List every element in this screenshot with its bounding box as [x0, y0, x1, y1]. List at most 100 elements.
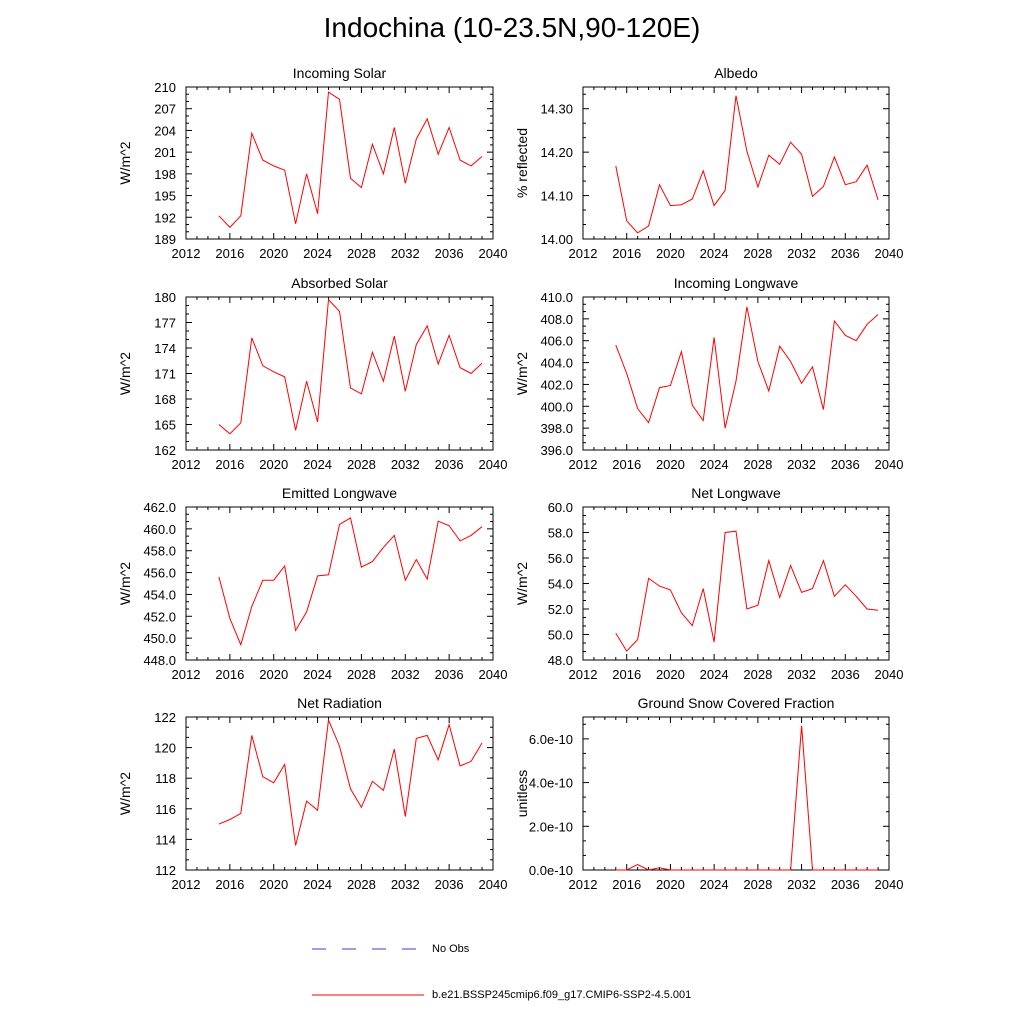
y-axis-label: W/m^2: [117, 141, 133, 184]
y-tick-label: 189: [154, 232, 176, 247]
x-tick-label: 2040: [479, 457, 508, 472]
y-tick-label: 60.0: [548, 500, 573, 515]
x-tick-label: 2016: [215, 246, 244, 261]
y-tick-label: 195: [154, 189, 176, 204]
series-line: [218, 718, 483, 846]
panel-title: Ground Snow Covered Fraction: [638, 695, 835, 711]
x-tick-label: 2012: [569, 667, 598, 682]
panel-title: Net Longwave: [691, 485, 781, 501]
panel-title: Net Radiation: [297, 695, 382, 711]
panel-albedo: 2012 2016 2020 2024 2028 2032 2036 2040 14.00 14.…: [514, 65, 903, 261]
x-tick-label: 2020: [656, 667, 685, 682]
x-tick-label: 2040: [479, 246, 508, 261]
x-tick-label: 2036: [435, 667, 464, 682]
panel-ground-snow-covered-fraction: 2012 2016 2020 2024 2028 2032 2036 2040 0.0e-10 2…: [514, 695, 903, 892]
y-tick-label: 456.0: [143, 566, 176, 581]
x-tick-label: 2016: [612, 457, 641, 472]
series-line: [615, 725, 879, 871]
y-tick-label: 400.0: [540, 399, 573, 414]
y-tick-label: 462.0: [143, 500, 176, 515]
x-tick-label: 2016: [215, 457, 244, 472]
x-tick-label: 2032: [787, 246, 816, 261]
y-tick-label: 410.0: [540, 290, 573, 305]
y-axis-label: W/m^2: [117, 562, 133, 605]
x-tick-label: 2012: [569, 457, 598, 472]
y-tick-label: 460.0: [143, 522, 176, 537]
y-tick-label: 408.0: [540, 312, 573, 327]
y-tick-label: 114: [155, 832, 176, 847]
panel-title: Emitted Longwave: [282, 485, 397, 501]
panel-title: Absorbed Solar: [291, 275, 388, 291]
y-tick-label: 207: [154, 102, 176, 117]
y-axis-label: W/m^2: [514, 562, 530, 605]
y-tick-label: 48.0: [548, 653, 573, 668]
y-tick-label: 402.0: [540, 377, 573, 392]
x-tick-label: 2016: [215, 877, 244, 892]
y-tick-label: 204: [154, 123, 176, 138]
x-tick-label: 2036: [435, 457, 464, 472]
series-line: [615, 95, 879, 234]
x-tick-label: 2020: [259, 877, 288, 892]
x-tick-label: 2036: [831, 667, 860, 682]
series-line: [218, 91, 483, 229]
x-tick-label: 2032: [391, 246, 420, 261]
x-tick-label: 2016: [215, 667, 244, 682]
x-tick-label: 2040: [875, 457, 904, 472]
x-tick-label: 2028: [743, 246, 772, 261]
x-tick-label: 2028: [743, 457, 772, 472]
x-tick-label: 2024: [700, 877, 729, 892]
x-tick-label: 2032: [391, 877, 420, 892]
x-tick-label: 2040: [875, 667, 904, 682]
x-tick-label: 2040: [479, 877, 508, 892]
x-tick-label: 2028: [743, 877, 772, 892]
x-tick-label: 2016: [612, 667, 641, 682]
legend-label-model: b.e21.BSSP245cmip6.f09_g17.CMIP6-SSP2-4.…: [432, 989, 692, 1001]
x-tick-label: 2036: [831, 457, 860, 472]
y-tick-label: 122: [154, 710, 176, 725]
series-line: [218, 298, 483, 435]
y-tick-label: 50.0: [548, 628, 573, 643]
y-tick-label: 56.0: [548, 551, 573, 566]
y-tick-label: 174: [154, 341, 176, 356]
x-tick-label: 2028: [347, 246, 376, 261]
x-tick-label: 2020: [259, 667, 288, 682]
y-tick-label: 112: [155, 863, 176, 878]
x-tick-label: 2024: [303, 877, 332, 892]
y-tick-label: 14.30: [540, 102, 573, 117]
y-tick-label: 201: [154, 145, 176, 160]
y-tick-label: 180: [154, 290, 176, 305]
y-tick-label: 406.0: [540, 334, 573, 349]
main-title: Indochina (10-23.5N,90-120E): [323, 12, 701, 43]
panel-net-longwave: 2012 2016 2020 2024 2028 2032 2036 2040 48.0 50.0…: [514, 485, 903, 682]
y-tick-label: 52.0: [548, 602, 573, 617]
x-tick-label: 2028: [347, 877, 376, 892]
panel-net-radiation: 2012 2016 2020 2024 2028 2032 2036 2040 112 114 11…: [117, 695, 507, 892]
y-tick-label: 168: [154, 392, 176, 407]
x-tick-label: 2036: [831, 246, 860, 261]
y-tick-label: 192: [154, 210, 176, 225]
panel-incoming-solar: 2012 2016 2020 2024 2028 2032 2036 2040 189 192 19…: [117, 65, 507, 261]
y-tick-label: 6.0e-10: [529, 732, 573, 747]
x-tick-label: 2032: [787, 877, 816, 892]
y-tick-label: 396.0: [540, 443, 573, 458]
x-tick-label: 2036: [435, 246, 464, 261]
series-line: [615, 530, 879, 652]
x-tick-label: 2016: [612, 246, 641, 261]
legend-label-no-obs: No Obs: [432, 943, 470, 955]
x-tick-label: 2024: [303, 246, 332, 261]
y-tick-label: 454.0: [143, 587, 176, 602]
panel-title: Albedo: [714, 65, 758, 81]
x-tick-label: 2016: [612, 877, 641, 892]
x-tick-label: 2032: [391, 457, 420, 472]
panel-incoming-longwave: 2012 2016 2020 2024 2028 2032 2036 2040 396.0 398…: [514, 275, 903, 472]
x-tick-label: 2012: [569, 246, 598, 261]
x-tick-label: 2024: [700, 457, 729, 472]
y-tick-label: 448.0: [143, 653, 176, 668]
panel-absorbed-solar: 2012 2016 2020 2024 2028 2032 2036 2040 162 165 16…: [117, 275, 507, 472]
x-tick-label: 2024: [303, 667, 332, 682]
x-tick-label: 2028: [743, 667, 772, 682]
x-tick-label: 2020: [656, 877, 685, 892]
y-tick-label: 165: [154, 418, 176, 433]
